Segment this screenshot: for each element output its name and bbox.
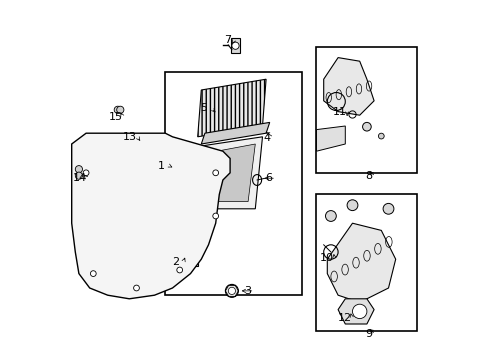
Text: 2: 2: [172, 257, 179, 267]
Polygon shape: [190, 144, 255, 202]
Text: 10: 10: [320, 253, 334, 264]
Text: 4: 4: [263, 132, 270, 143]
Polygon shape: [337, 299, 373, 324]
Circle shape: [75, 166, 82, 173]
Polygon shape: [323, 58, 373, 115]
Text: 8: 8: [365, 171, 371, 181]
Bar: [165, 72, 302, 295]
Text: 12: 12: [337, 312, 351, 323]
Circle shape: [212, 213, 218, 219]
Circle shape: [133, 285, 139, 291]
Text: 9: 9: [365, 329, 371, 339]
Bar: [181, 243, 194, 248]
Polygon shape: [197, 79, 265, 137]
Circle shape: [212, 170, 218, 176]
Circle shape: [114, 106, 121, 113]
Bar: [178, 238, 197, 266]
Circle shape: [83, 170, 89, 176]
Text: 6: 6: [265, 173, 272, 183]
Bar: [230, 38, 240, 53]
Bar: [181, 251, 194, 255]
Polygon shape: [183, 137, 262, 209]
Text: 1: 1: [158, 161, 165, 171]
Circle shape: [382, 203, 393, 214]
Polygon shape: [201, 122, 269, 144]
Circle shape: [177, 267, 182, 273]
Circle shape: [325, 211, 336, 221]
Circle shape: [75, 172, 82, 179]
Text: 14: 14: [72, 173, 86, 183]
Circle shape: [352, 304, 366, 319]
Text: 13: 13: [123, 132, 137, 142]
Text: 15: 15: [108, 112, 122, 122]
Text: 3: 3: [244, 286, 250, 296]
Bar: [316, 47, 416, 173]
Circle shape: [225, 284, 238, 297]
Circle shape: [362, 122, 370, 131]
Circle shape: [346, 200, 357, 211]
Polygon shape: [72, 133, 230, 299]
Polygon shape: [326, 223, 395, 302]
Circle shape: [90, 271, 96, 276]
Text: 11: 11: [332, 107, 346, 117]
Circle shape: [378, 133, 384, 139]
Text: 7: 7: [223, 35, 230, 45]
Circle shape: [231, 42, 239, 49]
Text: 5: 5: [200, 103, 207, 113]
Bar: [316, 194, 416, 331]
Circle shape: [117, 106, 123, 113]
Circle shape: [228, 287, 235, 294]
Polygon shape: [316, 126, 345, 151]
